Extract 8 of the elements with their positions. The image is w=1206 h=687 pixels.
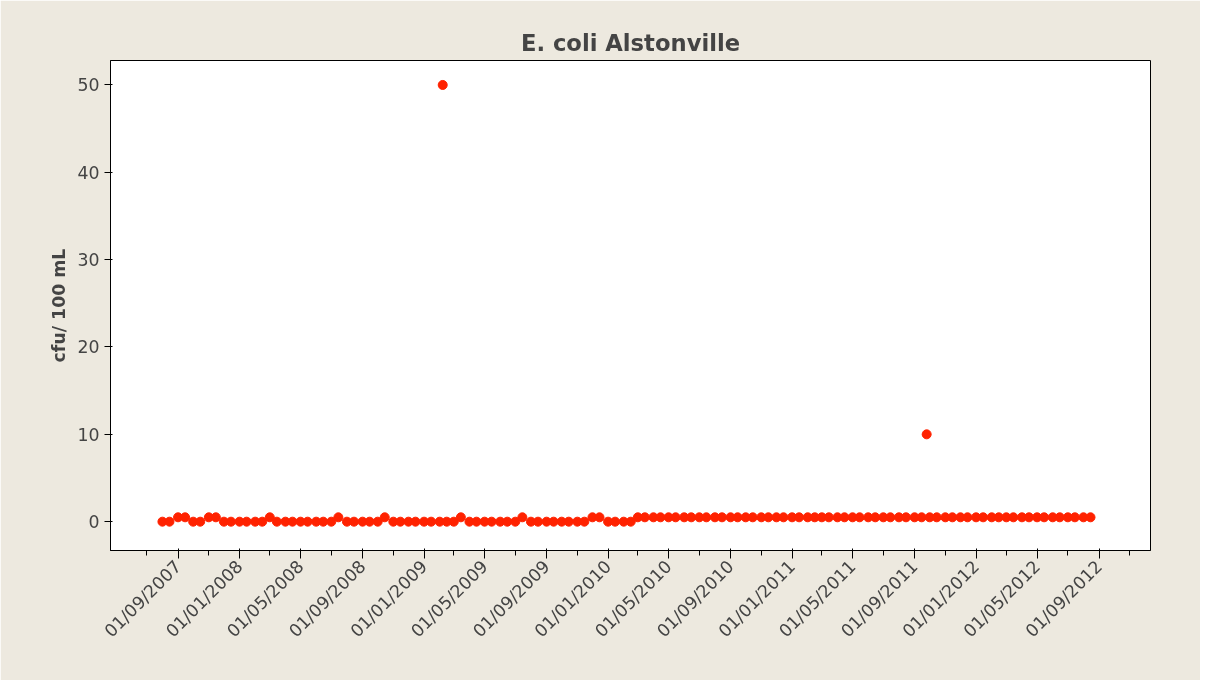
- chart-title: E. coli Alstonville: [520, 29, 741, 56]
- y-tick-label: 50: [77, 75, 100, 96]
- y-axis-title: cfu/ 100 mL: [49, 248, 70, 363]
- y-tick-label: 30: [77, 250, 100, 271]
- y-tick-label: 0: [88, 512, 100, 533]
- y-tick-label: 10: [77, 424, 100, 445]
- y-tick-label: 40: [77, 162, 100, 183]
- y-tick-label: 20: [77, 337, 100, 358]
